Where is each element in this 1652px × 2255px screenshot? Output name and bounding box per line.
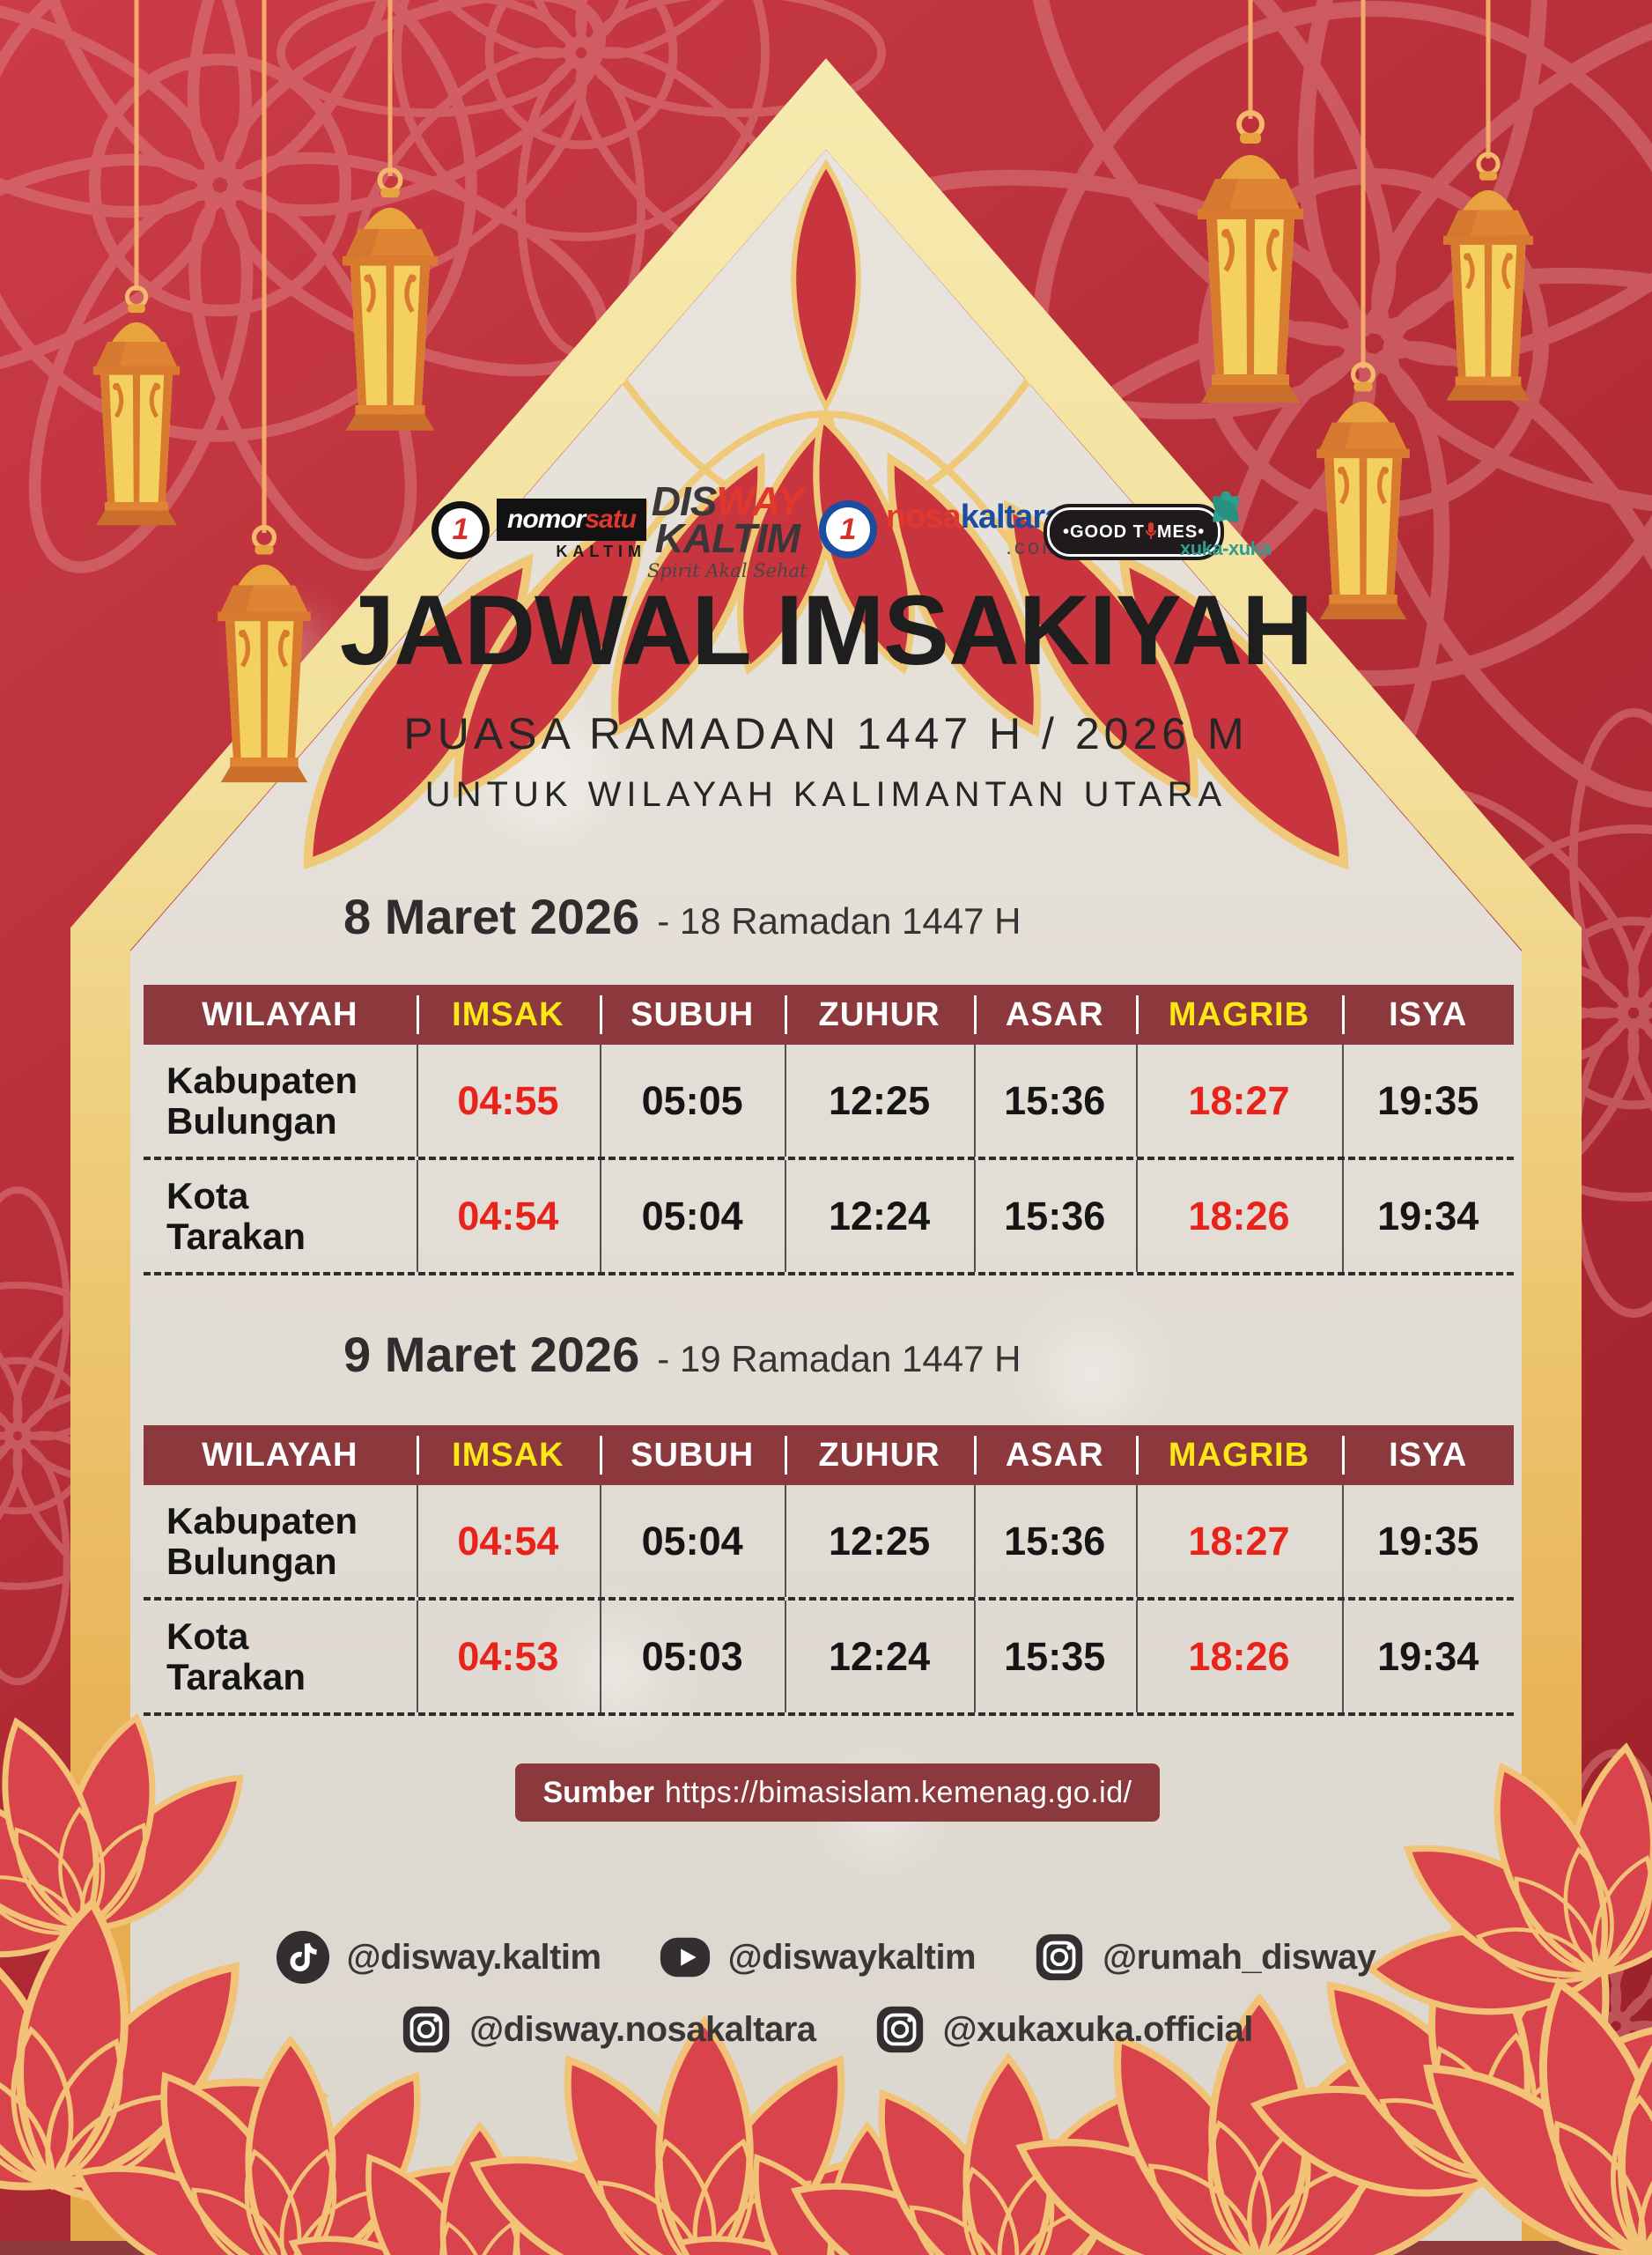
source-label: Sumber	[542, 1775, 655, 1809]
col-isya: ISYA	[1342, 985, 1514, 1045]
table-row: Kabupaten Bulungan 04:55 05:05 12:25 15:…	[144, 1045, 1514, 1160]
imsak-time: 04:53	[416, 1601, 601, 1712]
table-header: WILAYAH IMSAK SUBUH ZUHUR ASAR MAGRIB IS…	[144, 1425, 1514, 1485]
hijri-label: - 18 Ramadan 1447 H	[657, 900, 1021, 942]
tiktok-icon	[277, 1930, 330, 1985]
region-line: UNTUK WILAYAH KALIMANTAN UTARA	[424, 775, 1228, 814]
logo-disway-kaltim: DISWAY KALTIM Spirit Akal Sehat	[647, 478, 808, 581]
asar-time: 15:36	[973, 1485, 1136, 1597]
microphone-icon	[1145, 522, 1156, 539]
col-imsak: IMSAK	[416, 1425, 601, 1485]
source-bar: Sumber https://bimasislam.kemenag.go.id/	[515, 1763, 1160, 1822]
social-row-1: @disway.kaltim @diswaykaltim @rumah_disw…	[0, 1926, 1652, 1989]
asar-time: 15:36	[973, 1045, 1136, 1157]
table-row: Kota Tarakan 04:54 05:04 12:24 15:36 18:…	[144, 1160, 1514, 1275]
subuh-time: 05:05	[600, 1045, 785, 1157]
col-zuhur: ZUHUR	[785, 1425, 974, 1485]
prayer-table-2: WILAYAH IMSAK SUBUH ZUHUR ASAR MAGRIB IS…	[144, 1425, 1514, 1716]
nosakaltara-badge-number: 1	[826, 507, 870, 551]
section-heading-1: 8 Maret 2026 - 18 Ramadan 1447 H	[343, 888, 1506, 945]
isya-time: 19:34	[1342, 1160, 1514, 1272]
subuh-time: 05:04	[600, 1160, 785, 1272]
logo-xuka-xuka: xuka-xuka	[1180, 486, 1272, 559]
instagram-icon	[1036, 1933, 1083, 1981]
zuhur-time: 12:24	[785, 1160, 974, 1272]
social-item-instagram: @disway.nosakaltara	[399, 2002, 816, 2057]
imsak-time: 04:54	[416, 1485, 601, 1597]
region-cell: Kabupaten Bulungan	[166, 1060, 358, 1142]
prayer-table-1: WILAYAH IMSAK SUBUH ZUHUR ASAR MAGRIB IS…	[144, 985, 1514, 1275]
nosakaltara-wordmark: nosakaltara	[886, 499, 1063, 536]
nomorsatu-subtext: KALTIM	[556, 543, 647, 560]
nosakaltara-badge-icon: 1	[819, 500, 877, 558]
source-url: https://bimasislam.kemenag.go.id/	[665, 1775, 1132, 1809]
table-header: WILAYAH IMSAK SUBUH ZUHUR ASAR MAGRIB IS…	[144, 985, 1514, 1045]
date-label: 8 Maret 2026	[343, 889, 640, 944]
asar-time: 15:35	[973, 1601, 1136, 1712]
social-item-tiktok: @disway.kaltim	[276, 1930, 601, 1985]
table-row: Kota Tarakan 04:53 05:03 12:24 15:35 18:…	[144, 1601, 1514, 1716]
page-title: JADWAL IMSAKIYAH	[339, 575, 1313, 685]
col-magrib: MAGRIB	[1135, 1425, 1343, 1485]
disway-wordmark-line2: KALTIM	[654, 515, 800, 562]
region-cell: Kota Tarakan	[166, 1615, 306, 1697]
nomorsatu-badge-icon: 1	[431, 500, 490, 559]
xuka-glyph-icon	[1212, 491, 1239, 522]
imsak-time: 04:55	[416, 1045, 601, 1157]
social-item-instagram: @rumah_disway	[1032, 1930, 1376, 1985]
lantern-icons	[93, 0, 1533, 782]
col-asar: ASAR	[973, 1425, 1136, 1485]
partner-logo-row: 1 nomorsatu KALTIM DISWAY KALTIM Spirit …	[0, 478, 1652, 588]
isya-time: 19:35	[1342, 1485, 1514, 1597]
goodtimes-wordmark: •GOOD T MES•	[1063, 521, 1206, 542]
region-cell: Kabupaten Bulungan	[166, 1500, 358, 1582]
magrib-time: 18:27	[1135, 1045, 1343, 1157]
col-subuh: SUBUH	[600, 1425, 785, 1485]
isya-time: 19:35	[1342, 1045, 1514, 1157]
zuhur-time: 12:25	[785, 1485, 974, 1597]
subuh-time: 05:04	[600, 1485, 785, 1597]
logo-nomorsatu: 1 nomorsatu KALTIM	[431, 499, 647, 561]
table-row: Kabupaten Bulungan 04:54 05:04 12:25 15:…	[144, 1485, 1514, 1601]
social-item-youtube: @diswaykaltim	[658, 1930, 977, 1985]
zuhur-time: 12:25	[785, 1045, 974, 1157]
disway-tagline: Spirit Akal Sehat	[647, 559, 808, 581]
date-label: 9 Maret 2026	[343, 1327, 640, 1382]
logo-nosakaltara: 1 nosakaltara .com	[819, 499, 1063, 558]
instagram-icon	[402, 2006, 450, 2053]
col-imsak: IMSAK	[416, 985, 601, 1045]
zuhur-time: 12:24	[785, 1601, 974, 1712]
col-magrib: MAGRIB	[1135, 985, 1343, 1045]
logo-good-times: •GOOD T MES•	[1044, 504, 1225, 560]
social-item-instagram: @xukaxuka.official	[873, 2002, 1253, 2057]
xuka-wordmark: xuka-xuka	[1180, 537, 1272, 559]
col-wilayah: WILAYAH	[202, 995, 358, 1033]
magrib-time: 18:26	[1135, 1601, 1343, 1712]
asar-time: 15:36	[973, 1160, 1136, 1272]
isya-time: 19:34	[1342, 1601, 1514, 1712]
page-subtitle: PUASA RAMADAN 1447 H / 2026 M	[403, 709, 1249, 758]
magrib-time: 18:27	[1135, 1485, 1343, 1597]
section-heading-2: 9 Maret 2026 - 19 Ramadan 1447 H	[343, 1326, 1506, 1383]
col-wilayah: WILAYAH	[202, 1436, 358, 1474]
nomorsatu-wordmark: nomorsatu	[497, 499, 647, 541]
col-zuhur: ZUHUR	[785, 985, 974, 1045]
youtube-icon	[660, 1937, 710, 1978]
hijri-label: - 19 Ramadan 1447 H	[657, 1338, 1021, 1379]
instagram-icon	[876, 2006, 923, 2053]
col-asar: ASAR	[973, 985, 1136, 1045]
magrib-time: 18:26	[1135, 1160, 1343, 1272]
col-isya: ISYA	[1342, 1425, 1514, 1485]
disway-wordmark: DISWAY	[651, 478, 804, 524]
col-subuh: SUBUH	[600, 985, 785, 1045]
nomorsatu-badge-number: 1	[439, 507, 483, 552]
subuh-time: 05:03	[600, 1601, 785, 1712]
social-row-2: @disway.nosakaltara @xukaxuka.official	[0, 1998, 1652, 2061]
imsak-time: 04:54	[416, 1160, 601, 1272]
region-cell: Kota Tarakan	[166, 1175, 306, 1257]
